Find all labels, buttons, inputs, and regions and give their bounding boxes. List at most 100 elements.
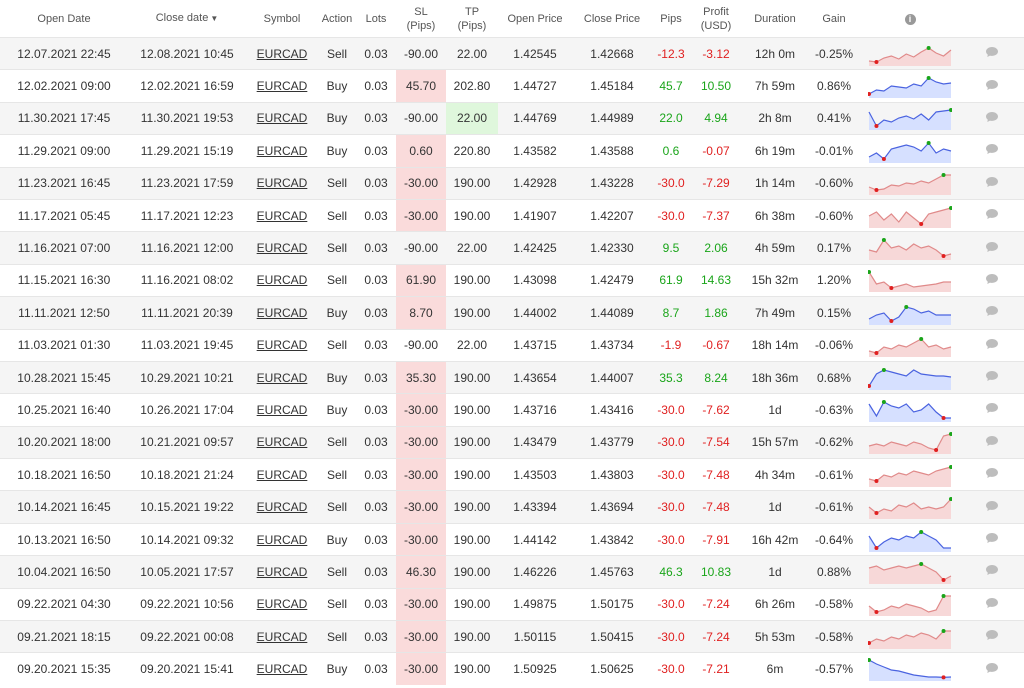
col-gain[interactable]: Gain bbox=[808, 0, 860, 38]
table-row[interactable]: 11.29.2021 09:00 11.29.2021 15:19 EURCAD Bu… bbox=[0, 134, 1024, 168]
cell-action: Sell bbox=[318, 425, 356, 459]
table-row[interactable]: 11.15.2021 16:30 11.16.2021 08:02 EURCAD Se… bbox=[0, 263, 1024, 297]
cell-symbol[interactable]: EURCAD bbox=[246, 166, 318, 200]
cell-action: Sell bbox=[318, 263, 356, 297]
cell-close-price: 1.43588 bbox=[572, 134, 652, 168]
table-row[interactable]: 11.30.2021 17:45 11.30.2021 19:53 EURCAD Bu… bbox=[0, 101, 1024, 135]
cell-symbol[interactable]: EURCAD bbox=[246, 490, 318, 524]
cell-action: Buy bbox=[318, 360, 356, 394]
comment-icon[interactable] bbox=[985, 435, 999, 450]
cell-lots: 0.03 bbox=[356, 425, 396, 459]
table-row[interactable]: 11.03.2021 01:30 11.03.2021 19:45 EURCAD Se… bbox=[0, 328, 1024, 362]
cell-close: 11.23.2021 17:59 bbox=[128, 166, 246, 200]
cell-symbol[interactable]: EURCAD bbox=[246, 425, 318, 459]
col-duration[interactable]: Duration bbox=[742, 0, 808, 38]
cell-symbol[interactable]: EURCAD bbox=[246, 620, 318, 653]
comment-icon[interactable] bbox=[985, 370, 999, 385]
sparkline-high-dot bbox=[949, 432, 952, 437]
comment-icon[interactable] bbox=[985, 273, 999, 288]
col-tp[interactable]: TP (Pips) bbox=[446, 0, 498, 38]
col-open-price[interactable]: Open Price bbox=[498, 0, 572, 38]
cell-symbol[interactable]: EURCAD bbox=[246, 328, 318, 362]
table-row[interactable]: 10.14.2021 16:45 10.15.2021 19:22 EURCAD Se… bbox=[0, 490, 1024, 524]
comment-icon[interactable] bbox=[985, 176, 999, 191]
table-row[interactable]: 09.21.2021 18:15 09.22.2021 00:08 EURCAD Se… bbox=[0, 620, 1024, 653]
cell-gain: -0.60% bbox=[808, 198, 860, 232]
cell-open-price: 1.50115 bbox=[498, 620, 572, 653]
comment-icon[interactable] bbox=[985, 467, 999, 482]
cell-symbol[interactable]: EURCAD bbox=[246, 296, 318, 330]
cell-symbol[interactable]: EURCAD bbox=[246, 652, 318, 686]
cell-gain: -0.01% bbox=[808, 134, 860, 168]
cell-symbol[interactable]: EURCAD bbox=[246, 36, 318, 70]
cell-comment bbox=[960, 393, 1024, 427]
cell-symbol[interactable]: EURCAD bbox=[246, 522, 318, 556]
table-row[interactable]: 11.16.2021 07:00 11.16.2021 12:00 EURCAD Se… bbox=[0, 231, 1024, 265]
cell-comment bbox=[960, 620, 1024, 653]
table-row[interactable]: 10.13.2021 16:50 10.14.2021 09:32 EURCAD Bu… bbox=[0, 522, 1024, 556]
cell-pips: 46.3 bbox=[652, 555, 690, 589]
cell-lots: 0.03 bbox=[356, 231, 396, 265]
comment-icon[interactable] bbox=[985, 629, 999, 644]
col-sl[interactable]: SL (Pips) bbox=[396, 0, 446, 38]
table-row[interactable]: 10.25.2021 16:40 10.26.2021 17:04 EURCAD Bu… bbox=[0, 393, 1024, 427]
table-row[interactable]: 12.02.2021 09:00 12.02.2021 16:59 EURCAD Bu… bbox=[0, 69, 1024, 103]
comment-icon[interactable] bbox=[985, 46, 999, 61]
cell-open-price: 1.43582 bbox=[498, 134, 572, 168]
cell-symbol[interactable]: EURCAD bbox=[246, 134, 318, 168]
sparkline-line bbox=[868, 595, 951, 613]
cell-symbol[interactable]: EURCAD bbox=[246, 101, 318, 135]
comment-icon[interactable] bbox=[985, 338, 999, 353]
cell-symbol[interactable]: EURCAD bbox=[246, 360, 318, 394]
col-profit[interactable]: Profit (USD) bbox=[690, 0, 742, 38]
cell-close-price: 1.43803 bbox=[572, 458, 652, 491]
cell-symbol[interactable]: EURCAD bbox=[246, 198, 318, 232]
col-open-date[interactable]: Open Date bbox=[0, 0, 128, 38]
col-pips[interactable]: Pips bbox=[652, 0, 690, 38]
comment-icon[interactable] bbox=[985, 402, 999, 417]
col-symbol[interactable]: Symbol bbox=[246, 0, 318, 38]
comment-icon[interactable] bbox=[985, 500, 999, 515]
table-row[interactable]: 11.17.2021 05:45 11.17.2021 12:23 EURCAD Se… bbox=[0, 198, 1024, 232]
comment-icon[interactable] bbox=[985, 143, 999, 158]
cell-symbol[interactable]: EURCAD bbox=[246, 263, 318, 297]
table-row[interactable]: 09.22.2021 04:30 09.22.2021 10:56 EURCAD Se… bbox=[0, 587, 1024, 621]
comment-icon[interactable] bbox=[985, 241, 999, 256]
cell-sl: -90.00 bbox=[396, 36, 446, 70]
trade-sparkline bbox=[868, 497, 952, 520]
table-row[interactable]: 11.11.2021 12:50 11.11.2021 20:39 EURCAD Bu… bbox=[0, 296, 1024, 330]
comment-icon[interactable] bbox=[985, 79, 999, 94]
cell-gain: -0.60% bbox=[808, 166, 860, 200]
col-close-date[interactable]: Close date ▼ bbox=[128, 0, 246, 38]
table-row[interactable]: 09.20.2021 15:35 09.20.2021 15:41 EURCAD Bu… bbox=[0, 652, 1024, 686]
comment-icon[interactable] bbox=[985, 305, 999, 320]
cell-chart bbox=[860, 198, 960, 232]
comment-icon[interactable] bbox=[985, 564, 999, 579]
cell-comment bbox=[960, 101, 1024, 135]
table-row[interactable]: 12.07.2021 22:45 12.08.2021 10:45 EURCAD Se… bbox=[0, 36, 1024, 70]
col-lots[interactable]: Lots bbox=[356, 0, 396, 38]
cell-action: Sell bbox=[318, 328, 356, 362]
comment-icon[interactable] bbox=[985, 597, 999, 612]
table-row[interactable]: 11.23.2021 16:45 11.23.2021 17:59 EURCAD Se… bbox=[0, 166, 1024, 200]
cell-symbol[interactable]: EURCAD bbox=[246, 69, 318, 103]
comment-icon[interactable] bbox=[985, 662, 999, 677]
table-row[interactable]: 10.20.2021 18:00 10.21.2021 09:57 EURCAD Se… bbox=[0, 425, 1024, 459]
col-close-price[interactable]: Close Price bbox=[572, 0, 652, 38]
comment-icon[interactable] bbox=[985, 111, 999, 126]
comment-icon[interactable] bbox=[985, 208, 999, 223]
cell-symbol[interactable]: EURCAD bbox=[246, 231, 318, 265]
sparkline-low-dot bbox=[868, 383, 871, 388]
cell-symbol[interactable]: EURCAD bbox=[246, 555, 318, 589]
cell-symbol[interactable]: EURCAD bbox=[246, 458, 318, 491]
table-row[interactable]: 10.18.2021 16:50 10.18.2021 21:24 EURCAD Se… bbox=[0, 458, 1024, 491]
cell-chart bbox=[860, 328, 960, 362]
cell-symbol[interactable]: EURCAD bbox=[246, 393, 318, 427]
table-row[interactable]: 10.28.2021 15:45 10.29.2021 10:21 EURCAD Bu… bbox=[0, 360, 1024, 394]
col-action[interactable]: Action bbox=[318, 0, 356, 38]
comment-icon[interactable] bbox=[985, 532, 999, 547]
cell-symbol[interactable]: EURCAD bbox=[246, 587, 318, 621]
table-row[interactable]: 10.04.2021 16:50 10.05.2021 17:57 EURCAD Se… bbox=[0, 555, 1024, 589]
info-icon[interactable]: i bbox=[904, 13, 916, 25]
